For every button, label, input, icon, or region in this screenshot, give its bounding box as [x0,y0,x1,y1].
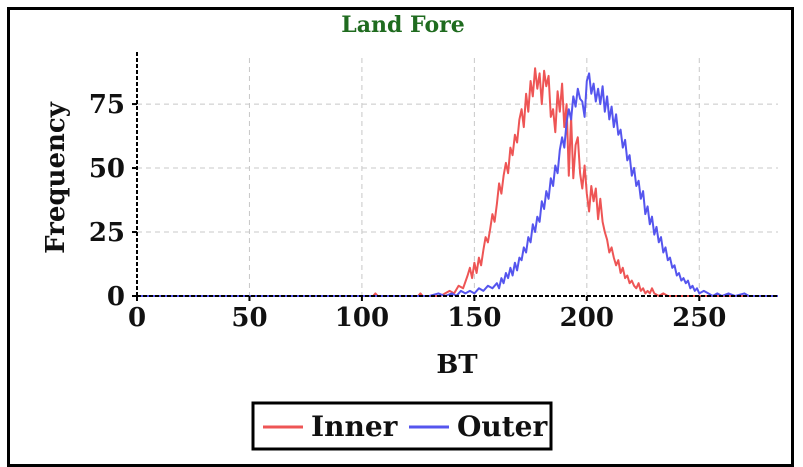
series-line-inner [137,67,778,297]
legend: Inner Outer [251,401,553,451]
y-axis-label: Frequency [41,101,71,254]
x-tick-label: 250 [672,303,726,333]
y-tick-label: 75 [89,90,125,120]
x-tick-label: 150 [447,303,501,333]
axes [132,52,778,301]
tick-labels: 0 50 100 150 200 250 0 25 50 75 [89,90,727,333]
x-tick-label: 100 [335,303,389,333]
series-line-outer [137,72,778,297]
x-tick-label: 50 [231,303,267,333]
legend-label-outer: Outer [457,410,548,443]
legend-label-inner: Inner [311,410,399,443]
chart-title: Land Fore [341,12,464,38]
x-tick-label: 200 [560,303,614,333]
y-tick-label: 25 [89,218,125,248]
chart-canvas: Land Fore 0 50 100 150 200 250 0 25 50 75 BT Freq… [41,12,778,451]
y-tick-label: 0 [107,282,125,312]
x-axis-label: BT [436,350,478,380]
chart-frame [7,7,794,467]
x-tick-label: 0 [128,303,146,333]
grid-lines [137,58,778,296]
series-lines [137,67,778,297]
y-tick-label: 50 [89,154,125,184]
